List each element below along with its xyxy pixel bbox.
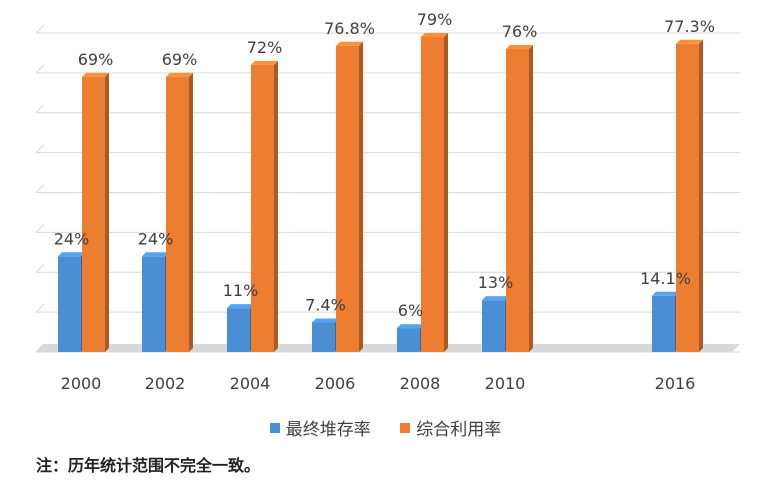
bar-utilization-2006 — [336, 41, 363, 352]
bar-chart: 24% 69% 24% 69% 11% 72% 7.4% 76.8% 6% 79% 13% 76% 14… — [35, 10, 740, 393]
bar-stockpile-2016 — [652, 291, 679, 352]
legend-swatch-utilization — [400, 422, 411, 433]
data-label: 11% — [223, 281, 259, 300]
x-tick-label: 2016 — [655, 374, 696, 393]
data-label: 24% — [138, 229, 174, 248]
gridline-depth — [35, 64, 45, 74]
data-label: 69% — [162, 50, 198, 69]
bars — [58, 32, 703, 353]
bar-utilization-2016 — [676, 39, 703, 353]
chart-floor — [36, 344, 740, 352]
data-label: 77.3% — [664, 17, 715, 36]
bar-stockpile-2002 — [142, 252, 169, 352]
bar-utilization-2008 — [421, 32, 448, 353]
gridline-depth — [35, 184, 45, 193]
gridline-depth — [35, 104, 45, 114]
bar-utilization-2002 — [166, 72, 193, 353]
data-label: 7.4% — [305, 295, 346, 314]
gridline-depth — [35, 144, 45, 153]
data-labels: 24% 69% 24% 69% 11% 72% 7.4% 76.8% 6% 79% 13% 76% 14… — [54, 10, 715, 320]
data-label: 72% — [247, 38, 283, 57]
data-label: 24% — [54, 229, 90, 248]
x-tick-label: 2010 — [485, 374, 526, 393]
gridline-depth — [35, 263, 45, 273]
bar-stockpile-2006 — [312, 318, 339, 352]
x-tick-label: 2006 — [315, 374, 356, 393]
data-label: 69% — [78, 50, 114, 69]
data-label: 6% — [398, 301, 423, 320]
x-tick-label: 2004 — [230, 374, 271, 393]
bar-stockpile-2008 — [397, 324, 424, 352]
legend-label-stockpile: 最终堆存率 — [285, 420, 371, 440]
bar-stockpile-2000 — [58, 252, 85, 352]
bar-stockpile-2010 — [482, 296, 509, 352]
legend-item-stockpile: 最终堆存率 — [269, 415, 371, 440]
gridline-depth — [35, 224, 45, 233]
data-label: 76.8% — [324, 19, 375, 38]
x-axis-ticks: 2000 2002 2004 2006 2008 2010 2016 — [61, 374, 696, 393]
data-label: 14.1% — [640, 269, 691, 288]
x-tick-label: 2002 — [145, 374, 186, 393]
data-label: 76% — [502, 22, 538, 41]
gridline-depth — [35, 24, 45, 34]
x-tick-label: 2008 — [400, 374, 441, 393]
bar-utilization-2010 — [506, 44, 533, 352]
data-label: 13% — [478, 273, 514, 292]
gridlines — [35, 24, 740, 353]
legend-item-utilization: 综合利用率 — [400, 415, 501, 440]
data-label: 79% — [417, 10, 453, 29]
bar-utilization-2004 — [251, 60, 278, 353]
bar-utilization-2000 — [82, 72, 109, 353]
legend: 最终堆存率 综合利用率 — [0, 415, 771, 440]
footnote: 注：历年统计范围不完全一致。 — [36, 456, 261, 475]
x-tick-label: 2000 — [61, 374, 102, 393]
gridline-depth — [35, 303, 45, 313]
legend-label-utilization: 综合利用率 — [416, 420, 502, 440]
legend-swatch-stockpile — [269, 422, 280, 433]
bar-stockpile-2004 — [227, 304, 254, 352]
